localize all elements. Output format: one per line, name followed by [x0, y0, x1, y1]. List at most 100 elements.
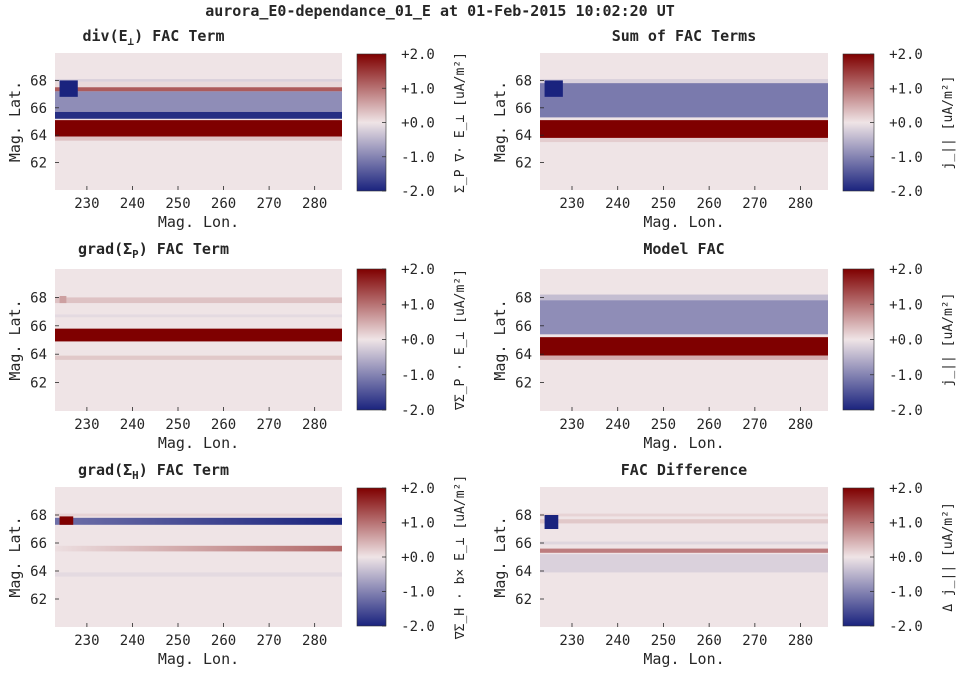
colorbar-tick-label: +0.0 — [889, 333, 923, 349]
panel-6: 230 240 250 260 270 280 62 64 66 68 Mag. Lon. Mag. … — [491, 461, 956, 668]
colorbar-tick-label: +2.0 — [401, 47, 435, 63]
x-tick-label: 260 — [211, 633, 236, 649]
colorbar: +2.0 +1.0 +0.0 -1.0 -2.0 Σ_P ∇· E_⊥ [uA/m²] — [356, 47, 468, 200]
heatmap-band — [540, 137, 828, 143]
colorbar-tick-label: -2.0 — [889, 619, 923, 635]
colorbar: +2.0 +1.0 +0.0 -1.0 -2.0 ∇Σ_H · b× E_⊥ [uA/m²… — [356, 475, 468, 640]
colorbar-tick-label: -2.0 — [401, 403, 435, 419]
heatmap-band — [540, 120, 828, 138]
x-tick-label: 260 — [211, 196, 236, 212]
y-tick-label: 68 — [30, 73, 47, 89]
colorbar-label: Δ j_|| [uA/m²] — [941, 502, 956, 612]
y-tick-label: 68 — [30, 508, 47, 524]
heatmap-band — [55, 111, 342, 119]
colorbar: +2.0 +1.0 +0.0 -1.0 -2.0 j_|| [uA/m²] — [842, 262, 956, 419]
x-tick-label: 240 — [120, 196, 145, 212]
x-tick-label: 270 — [742, 633, 767, 649]
x-tick-label: 280 — [302, 417, 327, 433]
heatmap-band — [540, 337, 828, 356]
colorbar-tick-label: -1.0 — [401, 368, 435, 384]
heatmap-cells — [540, 294, 828, 360]
panel-title-main: div(E — [83, 27, 128, 45]
colorbar-tick-label: +2.0 — [401, 262, 435, 278]
x-tick-label: 250 — [651, 196, 676, 212]
colorbar: +2.0 +1.0 +0.0 -1.0 -2.0 j_|| [uA/m²] — [842, 47, 956, 200]
x-tick-label: 240 — [120, 633, 145, 649]
heatmap-spot — [59, 295, 67, 304]
heatmap-spot — [544, 80, 563, 97]
x-tick-label: 240 — [605, 196, 630, 212]
panel-title: div(E⊥) FAC Term — [83, 27, 225, 48]
x-tick-label: 270 — [256, 633, 281, 649]
colorbar-label: j_|| [uA/m²] — [941, 293, 956, 387]
x-tick-label: 230 — [559, 633, 584, 649]
heatmap-band — [55, 297, 342, 304]
panel-title: grad(ΣP) FAC Term — [78, 240, 229, 261]
colorbar-tick-label: +2.0 — [401, 481, 435, 497]
panel-title-subscript: P — [132, 248, 139, 261]
heatmap-band — [55, 328, 342, 342]
heatmap-band — [540, 300, 828, 335]
heatmap-spot — [59, 80, 78, 97]
x-tick-label: 280 — [788, 417, 813, 433]
colorbar-tick-label: +1.0 — [401, 81, 435, 97]
colorbar-gradient — [356, 53, 387, 192]
x-axis-label: Mag. Lon. — [643, 434, 724, 452]
panel-5: 230 240 250 260 270 280 62 64 66 68 Mag. Lon. Mag. … — [6, 461, 468, 668]
y-tick-label: 68 — [515, 73, 532, 89]
colorbar-tick-label: -2.0 — [401, 184, 435, 200]
panel-title-tail: ) FAC Term — [139, 240, 229, 258]
y-axis-label: Mag. Lat. — [491, 299, 509, 380]
panel-3: 230 240 250 260 270 280 62 64 66 68 Mag. Lon. Mag. … — [6, 240, 468, 452]
colorbar-tick-label: +1.0 — [889, 297, 923, 313]
x-tick-label: 280 — [788, 196, 813, 212]
x-tick-label: 270 — [256, 417, 281, 433]
colorbar-gradient — [356, 487, 387, 627]
x-tick-label: 260 — [696, 196, 721, 212]
x-tick-label: 250 — [165, 633, 190, 649]
colorbar-tick-label: +2.0 — [889, 47, 923, 63]
y-tick-label: 62 — [30, 592, 47, 608]
y-tick-label: 64 — [30, 347, 47, 363]
x-axis-label: Mag. Lon. — [158, 650, 239, 668]
heatmap-band — [55, 517, 342, 525]
y-axis-label: Mag. Lat. — [491, 81, 509, 162]
colorbar-tick-label: +2.0 — [889, 481, 923, 497]
heatmap-band — [55, 545, 342, 552]
colorbar-label: ∇Σ_P · E_⊥ [uA/m²] — [453, 269, 468, 411]
panel-4: 230 240 250 260 270 280 62 64 66 68 Mag. Lon. Mag. … — [491, 240, 956, 452]
panel-title: Sum of FAC Terms — [612, 27, 757, 45]
panel-title-subscript: ⊥ — [128, 35, 135, 48]
x-tick-label: 240 — [605, 633, 630, 649]
heatmap-band — [55, 120, 342, 137]
heatmap-spot — [59, 516, 74, 525]
colorbar-tick-label: +0.0 — [889, 116, 923, 132]
panel-title-subscript: H — [132, 469, 139, 482]
y-tick-label: 66 — [515, 101, 532, 117]
heatmap-band — [540, 294, 828, 301]
panel-title: Model FAC — [643, 240, 724, 258]
colorbar-tick-label: -1.0 — [889, 150, 923, 166]
x-tick-label: 270 — [256, 196, 281, 212]
colorbar-gradient — [842, 268, 875, 411]
figure-title: aurora_E0-dependance_01_E at 01-Feb-2015… — [205, 2, 675, 20]
x-tick-label: 280 — [788, 633, 813, 649]
colorbar-tick-label: +0.0 — [401, 550, 435, 566]
x-tick-label: 230 — [559, 196, 584, 212]
colorbar-tick-label: -2.0 — [889, 184, 923, 200]
y-tick-label: 68 — [515, 290, 532, 306]
x-tick-label: 250 — [165, 417, 190, 433]
colorbar-tick-label: -1.0 — [401, 585, 435, 601]
heatmap-band — [55, 79, 342, 82]
colorbar-tick-label: -2.0 — [889, 403, 923, 419]
y-tick-label: 66 — [30, 536, 47, 552]
y-axis-label: Mag. Lat. — [491, 516, 509, 597]
y-axis-label: Mag. Lat. — [6, 81, 24, 162]
y-tick-label: 64 — [515, 564, 532, 580]
panel-title-tail: ) FAC Term — [139, 461, 229, 479]
panel-title-main: grad(Σ — [78, 461, 132, 479]
x-tick-label: 230 — [74, 417, 99, 433]
colorbar-tick-label: -1.0 — [401, 150, 435, 166]
heatmap-cells — [55, 513, 342, 577]
